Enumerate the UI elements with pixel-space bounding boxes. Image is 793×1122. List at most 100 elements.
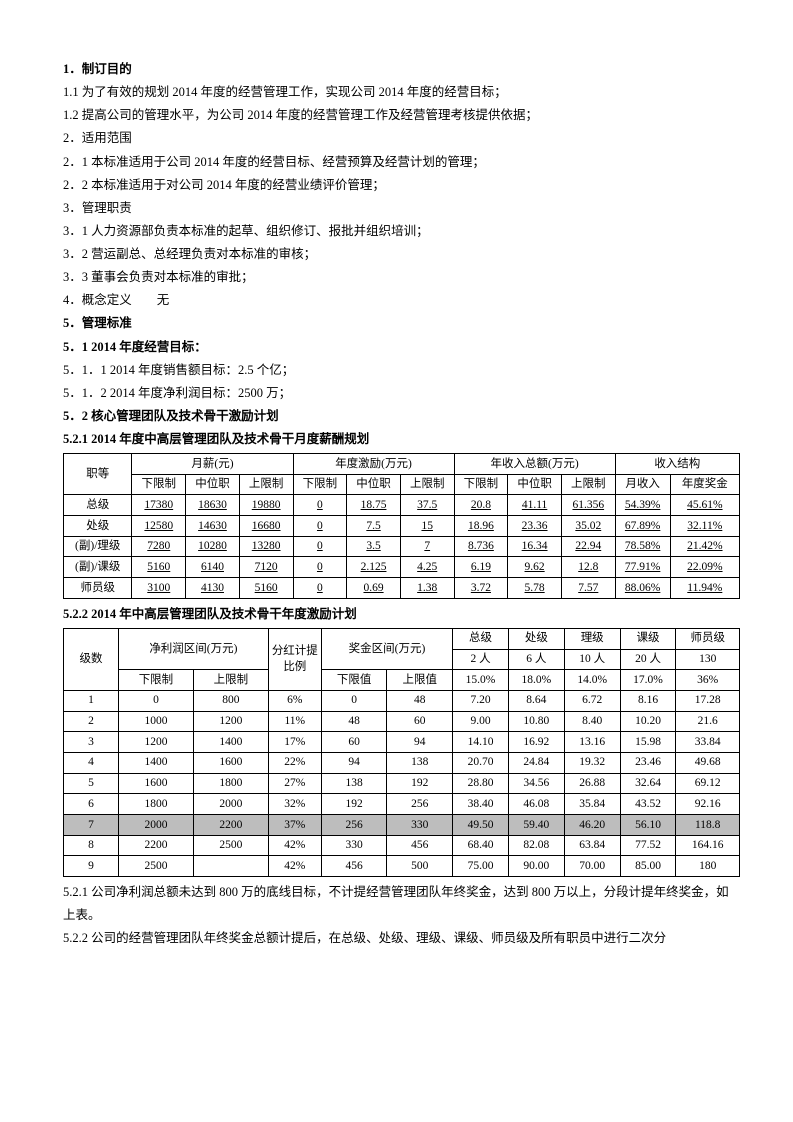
cell: 41.11 <box>508 495 562 516</box>
col-ke: 课级 <box>620 628 676 649</box>
cell: 37.5 <box>400 495 454 516</box>
cell: 56.10 <box>620 815 676 836</box>
cell: 256 <box>387 794 453 815</box>
paragraph: 5．1．2 2014 年度净利润目标：2500 万； <box>63 382 740 405</box>
paragraph: 1.1 为了有效的规划 2014 年度的经营管理工作，实现公司 2014 年度的… <box>63 81 740 104</box>
cell: 16.34 <box>508 536 562 557</box>
cell: 6 <box>64 794 119 815</box>
cell: 68.40 <box>453 835 509 856</box>
cell: 456 <box>321 856 387 877</box>
cell: 17% <box>268 732 321 753</box>
cell: 92.16 <box>676 794 740 815</box>
cell: 7.20 <box>453 690 509 711</box>
sub-header: 下限制 <box>454 474 508 495</box>
paragraph-list: 1．制订目的1.1 为了有效的规划 2014 年度的经营管理工作，实现公司 20… <box>63 58 740 451</box>
cell: 26.88 <box>564 773 620 794</box>
cell: 21.6 <box>676 711 740 732</box>
col-monthly: 月薪(元) <box>132 454 293 475</box>
cell: 800 <box>193 690 268 711</box>
cell: 18630 <box>186 495 240 516</box>
col-shi: 师员级 <box>676 628 740 649</box>
cell: 70.00 <box>564 856 620 877</box>
cell: 60 <box>321 732 387 753</box>
paragraph: 3．管理职责 <box>63 197 740 220</box>
cell: 22.09% <box>670 557 739 578</box>
cell: 1.38 <box>400 578 454 599</box>
cell: 46.20 <box>564 815 620 836</box>
sub-header: 上限制 <box>239 474 293 495</box>
cell: 8.16 <box>620 690 676 711</box>
cell: 32.11% <box>670 516 739 537</box>
people-count: 20 人 <box>620 649 676 670</box>
cell: 10280 <box>186 536 240 557</box>
cell: 75.00 <box>453 856 509 877</box>
cell: 16680 <box>239 516 293 537</box>
cell: 8.64 <box>508 690 564 711</box>
cell: 500 <box>387 856 453 877</box>
cell: 9.62 <box>508 557 562 578</box>
people-count: 10 人 <box>564 649 620 670</box>
cell: 28.80 <box>453 773 509 794</box>
sub-header: 上限制 <box>193 670 268 691</box>
cell: 6140 <box>186 557 240 578</box>
cell: 17380 <box>132 495 186 516</box>
cell: 9.00 <box>453 711 509 732</box>
cell: 49.68 <box>676 752 740 773</box>
cell: 1600 <box>193 752 268 773</box>
sub-header: 下限制 <box>132 474 186 495</box>
sub-header: 15.0% <box>453 670 509 691</box>
paragraph: 5.2.1 2014 年度中高层管理团队及技术骨干月度薪酬规划 <box>63 428 740 451</box>
cell: 33.84 <box>676 732 740 753</box>
col-ratio: 分红计提比例 <box>268 628 321 690</box>
sub-header: 上限制 <box>561 474 615 495</box>
cell: 38.40 <box>453 794 509 815</box>
cell: 15 <box>400 516 454 537</box>
cell: 2200 <box>119 835 194 856</box>
cell: 3.72 <box>454 578 508 599</box>
cell: 0 <box>293 495 347 516</box>
col-annual-total: 年收入总额(万元) <box>454 454 615 475</box>
cell: 处级 <box>64 516 132 537</box>
salary-table: 职等 月薪(元) 年度激励(万元) 年收入总额(万元) 收入结构 下限制中位职上… <box>63 453 740 599</box>
cell: 15.98 <box>620 732 676 753</box>
cell: 20.70 <box>453 752 509 773</box>
col-profit-range: 净利润区间(万元) <box>119 628 269 669</box>
cell: 8.736 <box>454 536 508 557</box>
cell: 18.96 <box>454 516 508 537</box>
cell: 180 <box>676 856 740 877</box>
sub-header: 上限制 <box>400 474 454 495</box>
cell: 59.40 <box>508 815 564 836</box>
sub-header: 中位职 <box>347 474 401 495</box>
col-chu: 处级 <box>508 628 564 649</box>
table2-title: 5.2.2 2014 年中高层管理团队及技术骨干年度激励计划 <box>63 603 740 626</box>
paragraph: 5．管理标准 <box>63 312 740 335</box>
cell: 42% <box>268 835 321 856</box>
cell: 3100 <box>132 578 186 599</box>
cell: 19880 <box>239 495 293 516</box>
cell: 12.8 <box>561 557 615 578</box>
cell: 1400 <box>119 752 194 773</box>
cell: 0 <box>293 578 347 599</box>
cell: 23.46 <box>620 752 676 773</box>
cell: 2000 <box>119 815 194 836</box>
cell: 6% <box>268 690 321 711</box>
cell: 24.84 <box>508 752 564 773</box>
cell: 14630 <box>186 516 240 537</box>
cell: 330 <box>321 835 387 856</box>
paragraph: 2．适用范围 <box>63 127 740 150</box>
cell: 7.5 <box>347 516 401 537</box>
cell: 77.52 <box>620 835 676 856</box>
cell: 54.39% <box>615 495 670 516</box>
col-annual-bonus: 年度激励(万元) <box>293 454 454 475</box>
cell: 17.28 <box>676 690 740 711</box>
cell: 1800 <box>119 794 194 815</box>
cell: 5.78 <box>508 578 562 599</box>
cell: 2.125 <box>347 557 401 578</box>
cell: (副)/理级 <box>64 536 132 557</box>
sub-header: 中位职 <box>508 474 562 495</box>
cell: 7 <box>400 536 454 557</box>
cell: 192 <box>387 773 453 794</box>
cell: 4130 <box>186 578 240 599</box>
sub-header: 17.0% <box>620 670 676 691</box>
cell: 0 <box>293 536 347 557</box>
